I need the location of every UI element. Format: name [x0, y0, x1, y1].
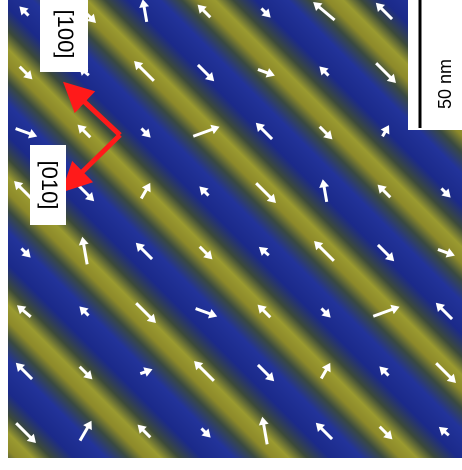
direction-label: [010] [37, 161, 62, 210]
direction-label: [100] [53, 10, 78, 59]
scale-label: 50 nm [435, 59, 455, 109]
figure: [100] [010] 50 nm [0, 0, 462, 470]
page: [100] [010] 50 nm (() => { const data = … [0, 0, 462, 470]
